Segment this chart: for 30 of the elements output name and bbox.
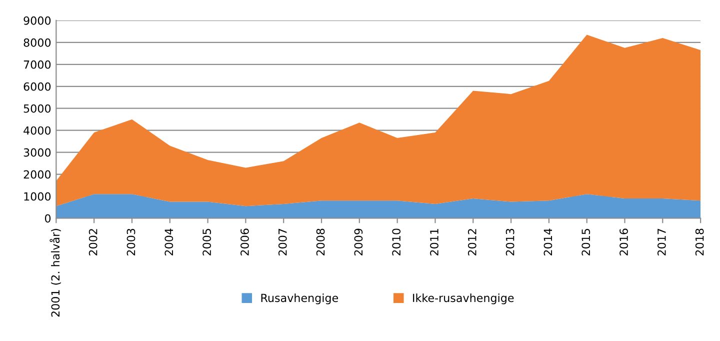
x-tick-label: 2014 bbox=[544, 228, 552, 256]
y-tick-label: 7000 bbox=[24, 60, 51, 69]
y-tick-label: 9000 bbox=[24, 16, 51, 25]
x-tick-label: 2002 bbox=[88, 229, 98, 256]
x-tick-label: 2011 bbox=[430, 228, 438, 256]
x-tick-label: 2007 bbox=[278, 228, 287, 256]
x-tick-label: 2016 bbox=[620, 228, 628, 256]
y-tick-label: 8000 bbox=[24, 38, 51, 47]
x-tick-label: 2013 bbox=[506, 228, 514, 256]
x-tick-label: 2009 bbox=[354, 228, 363, 256]
x-tick-label: 2018 bbox=[695, 228, 704, 256]
x-tick-label: 2006 bbox=[240, 228, 249, 256]
x-tick-label: 2017 bbox=[657, 228, 666, 256]
y-tick-label: 4000 bbox=[24, 126, 51, 135]
x-tick-label: 2008 bbox=[316, 228, 325, 256]
x-tick-label: 2004 bbox=[164, 228, 174, 256]
x-tick-label: 2005 bbox=[202, 228, 212, 256]
x-tick-label: 2010 bbox=[392, 228, 401, 256]
legend-label: Rusavhengige bbox=[261, 294, 338, 304]
y-tick-label: 0 bbox=[44, 214, 51, 223]
y-tick-label: 6000 bbox=[24, 82, 51, 91]
x-tick-label: 2001 (2. halvår) bbox=[50, 228, 61, 317]
y-tick-label: 5000 bbox=[24, 104, 51, 113]
y-tick-label: 2000 bbox=[24, 170, 51, 179]
x-tick-label: 2012 bbox=[468, 229, 476, 256]
y-tick-label: 3000 bbox=[24, 148, 51, 157]
y-tick-label: 1000 bbox=[24, 192, 51, 201]
x-tick-label: 2003 bbox=[126, 228, 136, 256]
x-tick-label: 2015 bbox=[582, 228, 590, 256]
legend-label: Ikke-rusavhengige bbox=[413, 294, 514, 304]
